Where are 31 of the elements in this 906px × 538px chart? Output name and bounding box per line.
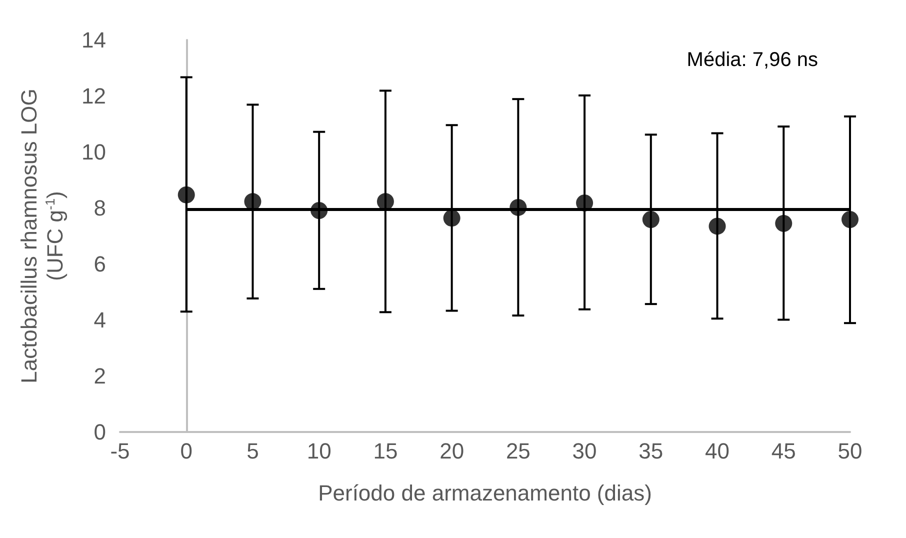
x-tick-label: 5 (246, 438, 259, 464)
y-tick-label: 4 (94, 308, 106, 332)
y-tick-label: 12 (82, 84, 106, 108)
x-axis-title: Período de armazenamento (dias) (318, 480, 652, 506)
y-tick-label: 8 (94, 196, 106, 220)
x-tick-label: 20 (440, 438, 464, 464)
point (576, 194, 594, 212)
y-tick-label: 14 (82, 28, 106, 52)
y-tick-label: 6 (94, 252, 106, 276)
y-tick-label: 2 (94, 364, 106, 388)
x-tick-label: 15 (373, 438, 398, 464)
point (310, 202, 328, 220)
y-tick-label: 0 (94, 420, 106, 444)
x-tick-label: 45 (771, 438, 796, 464)
x-tick-label: 10 (306, 438, 332, 464)
x-tick-label: 0 (180, 438, 192, 464)
point (510, 198, 527, 216)
x-tick-label: 50 (838, 438, 862, 464)
x-tick-label: 30 (572, 438, 597, 464)
x-tick-label: 40 (705, 438, 730, 464)
y-tick-label: 10 (82, 140, 106, 164)
ref-line-label: Média: 7,96 ns (686, 49, 818, 71)
x-tick-label: -5 (110, 438, 130, 464)
point (775, 214, 792, 232)
point (842, 210, 858, 228)
point (443, 210, 460, 227)
point (642, 210, 660, 228)
x-tick-label: 25 (506, 438, 530, 464)
point (178, 186, 195, 204)
point (708, 218, 726, 235)
x-tick-label: 35 (638, 438, 664, 464)
